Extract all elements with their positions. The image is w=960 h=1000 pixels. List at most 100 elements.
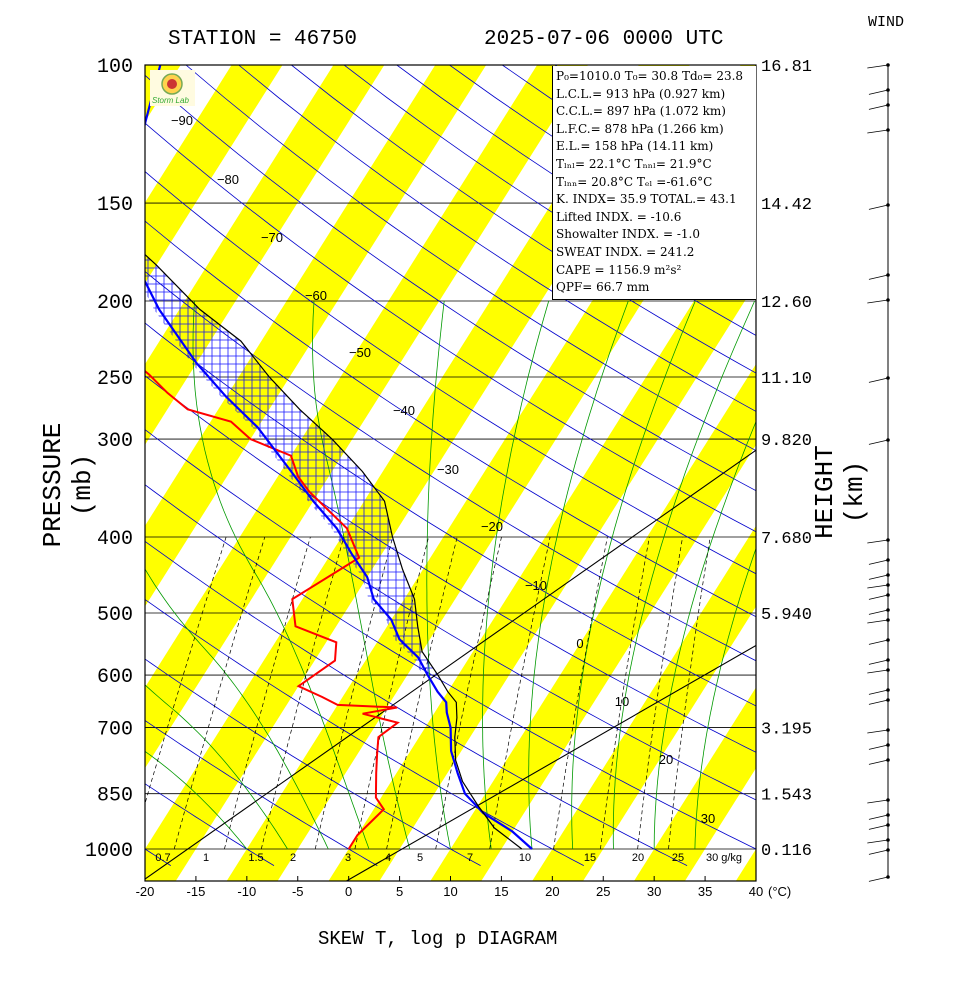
mixing-ratio-label: 25 xyxy=(672,852,684,864)
info-line: Lifted INDX. = -10.6 xyxy=(556,209,682,224)
temperature-tick-label: 0 xyxy=(345,884,352,899)
dry-adiabat xyxy=(145,375,756,753)
wind-barb xyxy=(868,104,889,110)
wind-barb xyxy=(868,639,889,645)
info-line: Tₗₙₙ= 20.8°C Tₑₗ =-61.6°C xyxy=(556,174,713,189)
temperature-unit: (°C) xyxy=(768,884,791,899)
isotherm-label: 0 xyxy=(576,636,583,651)
plot-frame xyxy=(144,64,757,882)
info-line: Showalter INDX. = -1.0 xyxy=(556,227,700,242)
temperature-tick-label: 20 xyxy=(545,884,559,899)
moist-adiabat xyxy=(145,568,329,850)
wind-barb xyxy=(868,574,889,580)
moist-adiabat xyxy=(694,547,756,850)
temperature-tick-label: 10 xyxy=(443,884,457,899)
wind-barb xyxy=(868,759,889,765)
isotherm-label: 10 xyxy=(615,694,629,709)
wind-barb xyxy=(867,669,889,674)
moist-adiabat xyxy=(192,300,370,850)
dry-adiabat xyxy=(145,171,756,575)
moist-adiabat xyxy=(528,300,629,850)
datetime-title: 2025-07-06 0000 UTC xyxy=(484,28,724,51)
isotherm-band xyxy=(430,364,756,881)
wind-barb xyxy=(868,699,889,705)
temperature-tick-label: 30 xyxy=(647,884,661,899)
info-line: P₀=1010.0 T₀= 30.8 Td₀= 23.8 xyxy=(556,69,744,83)
dry-adiabat xyxy=(145,429,756,801)
series-dewpoint xyxy=(145,369,400,850)
height-tick-label: 9.820 xyxy=(761,432,812,451)
isotherm-label: −60 xyxy=(305,288,327,303)
wind-barb xyxy=(867,799,889,804)
pressure-axis-label: PRESSURE (mb) xyxy=(38,422,98,548)
temperature-tick-label: 40 xyxy=(749,884,763,899)
wind-barbs xyxy=(867,63,890,882)
pressure-tick-label: 700 xyxy=(97,719,133,742)
mixing-ratio-line xyxy=(260,536,345,850)
mixing-ratio-label: 1.5 xyxy=(248,852,263,864)
isotherm-band xyxy=(735,849,756,881)
pressure-tick-label: 500 xyxy=(97,604,133,627)
dry-adiabat xyxy=(145,720,378,866)
pressure-tick-label: 100 xyxy=(97,56,133,79)
wind-barb xyxy=(868,559,889,565)
wind-barb xyxy=(868,274,889,280)
wind-barb xyxy=(868,89,889,95)
info-box: P₀=1010.0 T₀= 30.8 Td₀= 23.8 L.C.L.= 913 … xyxy=(552,66,756,300)
mixing-ratio-line xyxy=(145,536,227,805)
isotherm-band xyxy=(145,65,487,607)
temperature-tick-label: -15 xyxy=(187,884,206,899)
temperature-tick-label: -5 xyxy=(292,884,304,899)
temperature-tick-label: -20 xyxy=(136,884,155,899)
temperature-tick-label: 5 xyxy=(396,884,403,899)
height-tick-label: 14.42 xyxy=(761,196,812,215)
footer-title: SKEW T, log p DIAGRAM xyxy=(318,928,558,950)
height-axis-label: HEIGHT (km) xyxy=(810,445,870,539)
series-environment xyxy=(145,253,523,850)
mixing-ratio-label: 7 xyxy=(467,852,473,864)
mixing-ratio-label: 15 xyxy=(584,852,596,864)
info-line: C.C.L.= 897 hPa (1.072 km) xyxy=(556,104,726,119)
mixing-ratio-label: 4 xyxy=(385,852,391,864)
info-line: QPF= 66.7 mm xyxy=(556,280,650,295)
logo: Storm Lab xyxy=(150,70,195,106)
mixing-ratio-line xyxy=(637,536,683,850)
mixing-ratio-label: 20 xyxy=(632,852,644,864)
pressure-tick-label: 850 xyxy=(97,785,133,808)
mixing-ratio-label: 5 xyxy=(417,852,423,864)
dry-adiabat xyxy=(145,484,756,850)
isotherm-label: −90 xyxy=(171,113,193,128)
dry-adiabat xyxy=(145,220,756,618)
wind-barb xyxy=(868,689,889,695)
wind-barb xyxy=(868,659,889,665)
height-tick-label: 0.116 xyxy=(761,842,812,861)
pressure-tick-label: 1000 xyxy=(85,840,133,863)
wind-barb xyxy=(867,584,889,589)
wind-barb xyxy=(868,849,889,855)
pressure-tick-label: 150 xyxy=(97,194,133,217)
mixing-ratio-line xyxy=(224,536,311,850)
wind-barb xyxy=(867,539,889,544)
mixing-ratio-label: 30 g/kg xyxy=(706,852,742,864)
wind-barb xyxy=(868,204,889,210)
mixing-ratio-line xyxy=(435,536,502,850)
mixing-ratio-line xyxy=(173,536,266,850)
wind-barb xyxy=(868,814,889,820)
svg-text:Storm Lab: Storm Lab xyxy=(152,96,189,105)
wind-barb xyxy=(868,876,889,882)
isotherm-band xyxy=(940,65,960,881)
moist-adiabat xyxy=(653,420,756,849)
wind-barb xyxy=(868,609,889,615)
dry-adiabat xyxy=(238,65,756,412)
mixing-ratio-line xyxy=(314,536,394,850)
mixing-ratio-label: 3 xyxy=(345,852,351,864)
station-title: STATION = 46750 xyxy=(168,28,358,51)
mixing-ratio-line xyxy=(354,536,429,850)
isotherm-label: −40 xyxy=(393,403,415,418)
data-series xyxy=(145,65,533,850)
height-tick-label: 5.940 xyxy=(761,606,812,625)
wind-barb xyxy=(867,839,889,844)
info-line: L.F.C.= 878 hPa (1.266 km) xyxy=(556,121,724,136)
wind-barb xyxy=(867,64,889,69)
